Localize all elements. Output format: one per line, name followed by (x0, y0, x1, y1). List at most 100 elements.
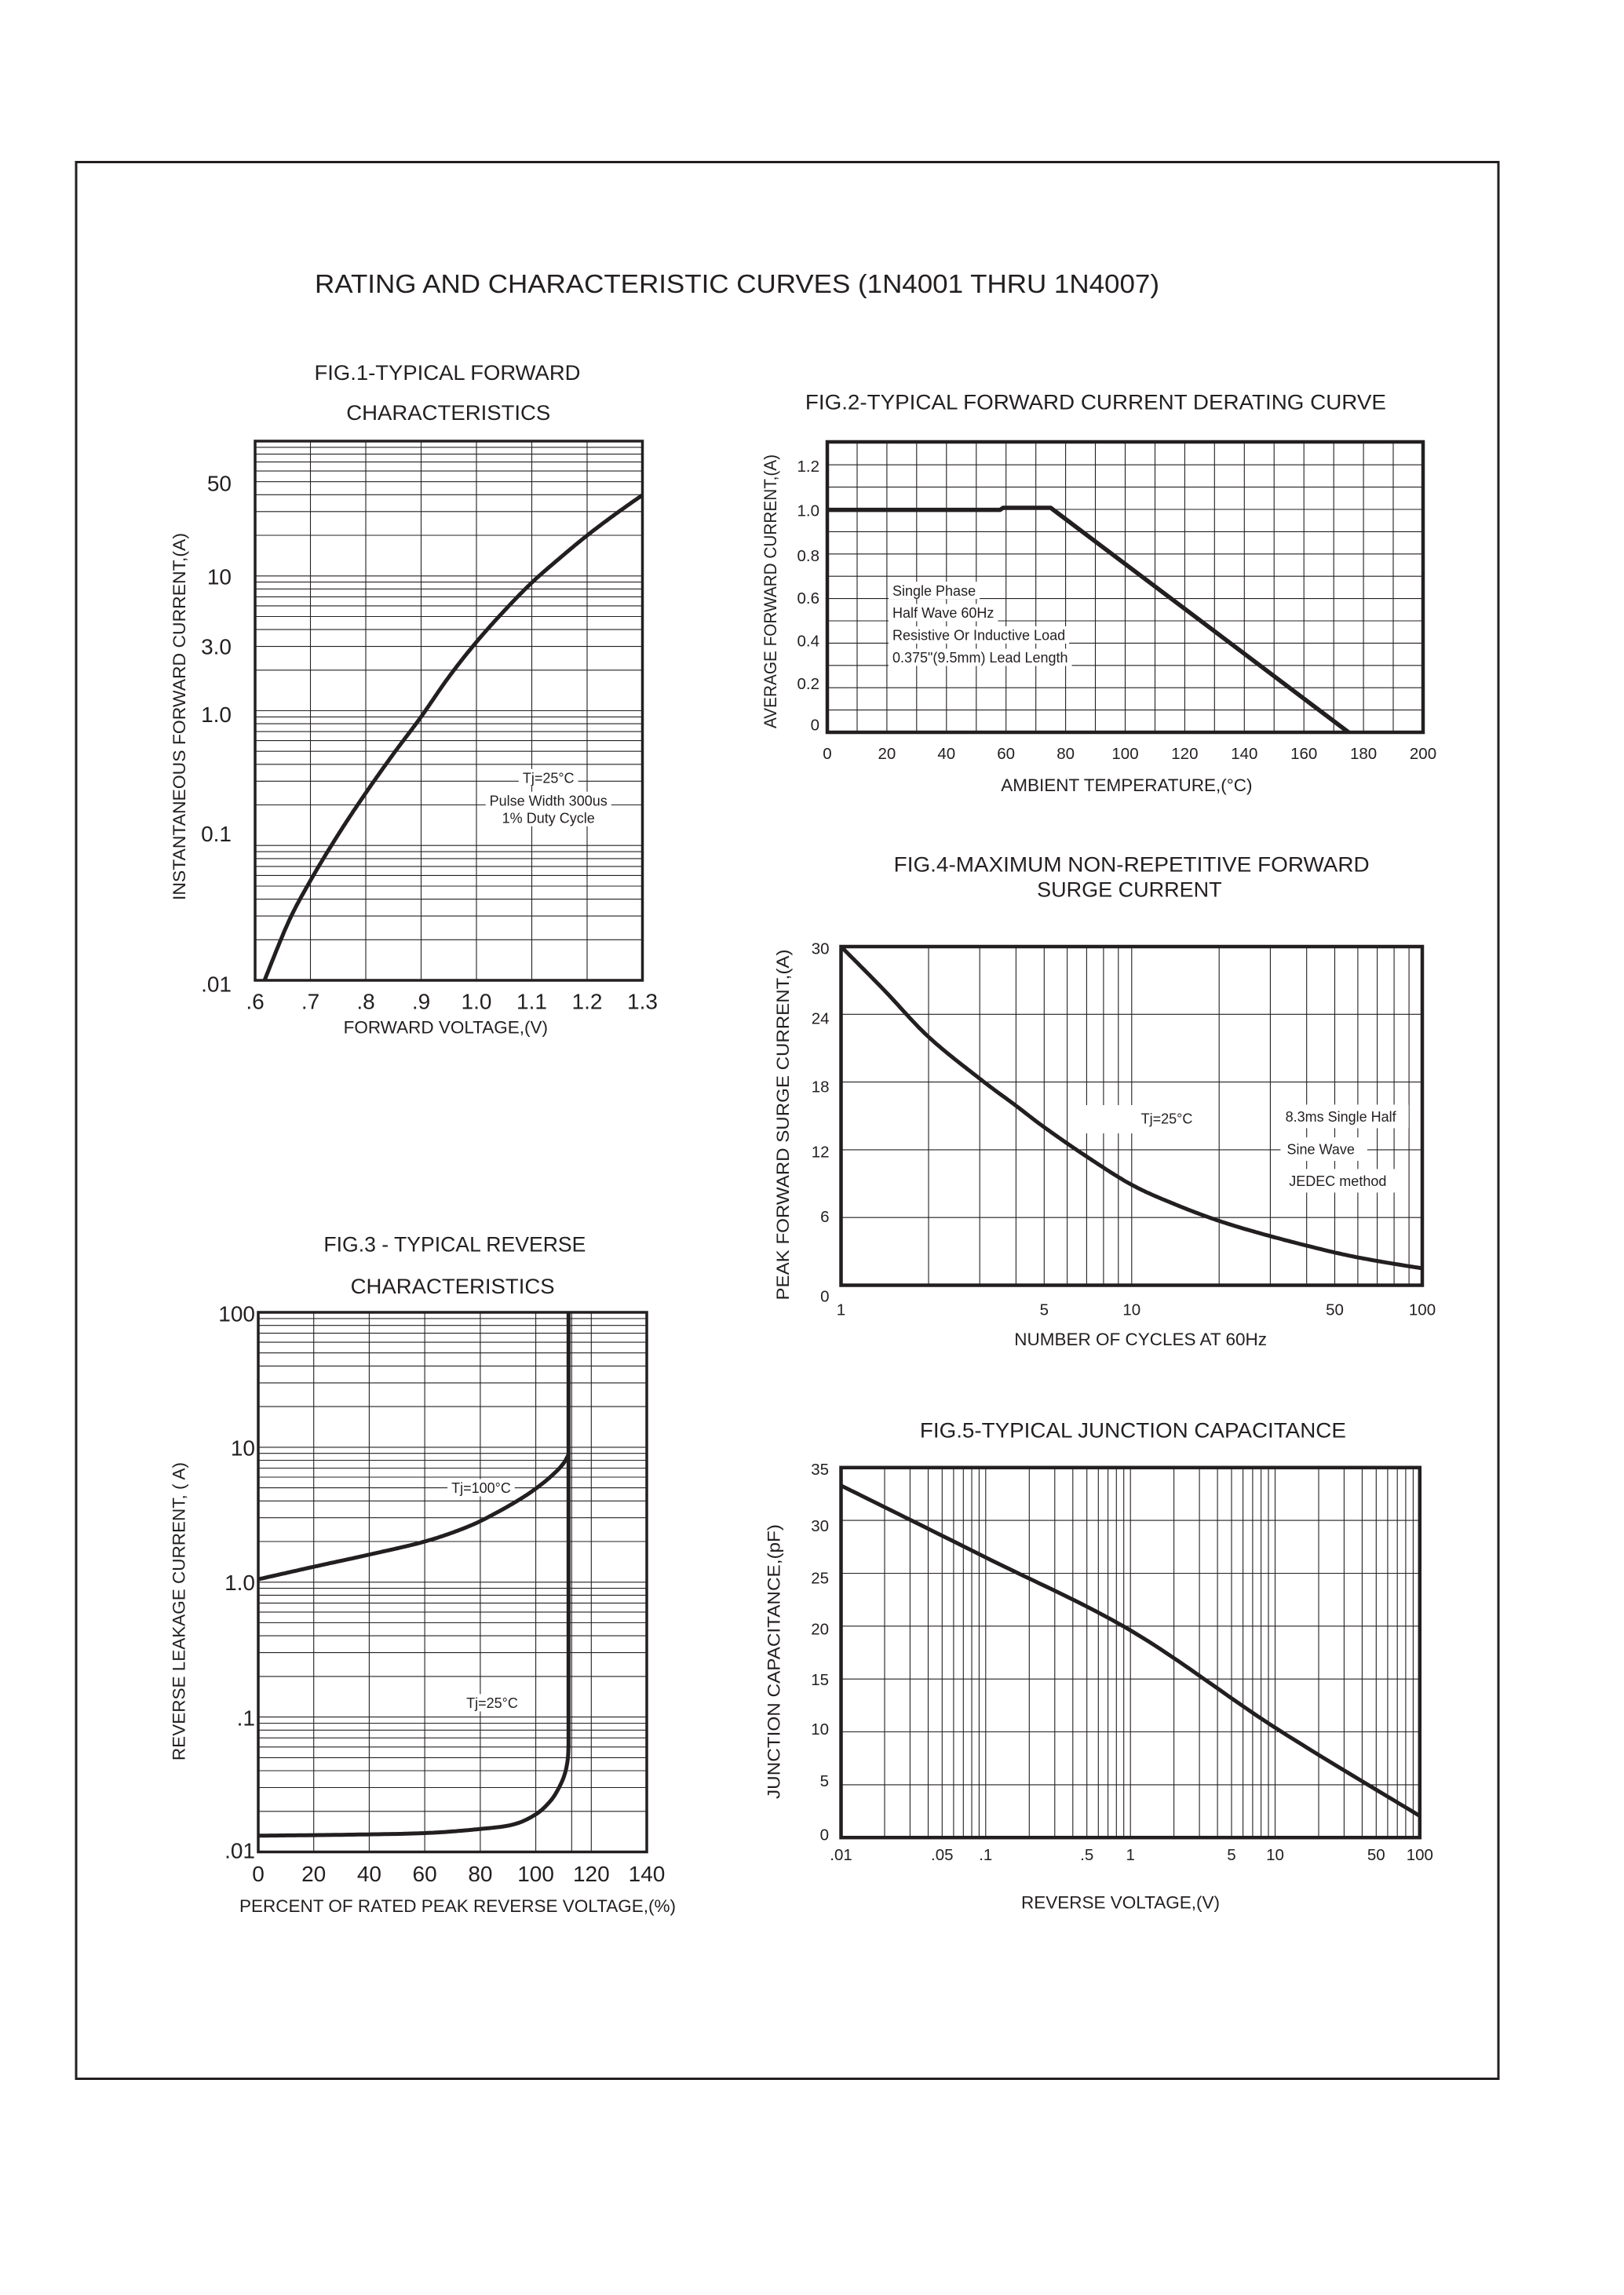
svg-text:Tj=25°C: Tj=25°C (466, 1695, 518, 1711)
svg-text:FIG.1-TYPICAL FORWARD: FIG.1-TYPICAL FORWARD (315, 361, 581, 385)
svg-text:CHARACTERISTICS: CHARACTERISTICS (346, 401, 550, 425)
svg-text:.01: .01 (224, 1838, 255, 1863)
svg-text:30: 30 (812, 940, 830, 958)
svg-text:40: 40 (357, 1862, 381, 1886)
svg-text:0.6: 0.6 (797, 589, 820, 608)
svg-text:0.2: 0.2 (797, 675, 820, 693)
svg-text:140: 140 (1231, 745, 1257, 763)
svg-text:120: 120 (573, 1862, 610, 1886)
svg-text:200: 200 (1410, 745, 1436, 763)
svg-text:1.2: 1.2 (797, 458, 820, 476)
svg-text:FIG.5-TYPICAL JUNCTION CAPACIT: FIG.5-TYPICAL JUNCTION CAPACITANCE (920, 1418, 1346, 1442)
svg-text:INSTANTANEOUS FORWARD CURRENT,: INSTANTANEOUS FORWARD CURRENT,(A) (170, 533, 189, 900)
svg-text:SURGE CURRENT: SURGE CURRENT (1037, 878, 1222, 901)
svg-text:5: 5 (820, 1772, 829, 1790)
svg-text:AVERAGE FORWARD CURRENT,(A): AVERAGE FORWARD CURRENT,(A) (761, 454, 780, 728)
svg-text:6: 6 (820, 1208, 829, 1226)
svg-text:15: 15 (811, 1671, 829, 1689)
svg-text:0: 0 (823, 745, 831, 763)
svg-text:Resistive Or Inductive Load: Resistive Or Inductive Load (892, 628, 1065, 644)
svg-text:1.0: 1.0 (224, 1571, 255, 1595)
svg-text:20: 20 (878, 745, 896, 763)
svg-text:1.2: 1.2 (572, 990, 603, 1014)
svg-text:50: 50 (207, 472, 232, 496)
svg-text:REVERSE LEAKAGE CURRENT, ( A): REVERSE LEAKAGE CURRENT, ( A) (170, 1462, 189, 1760)
svg-text:.05: .05 (931, 1846, 954, 1864)
svg-text:.9: .9 (412, 990, 430, 1014)
svg-text:FIG.3 - TYPICAL REVERSE: FIG.3 - TYPICAL REVERSE (323, 1232, 586, 1256)
svg-text:5: 5 (1227, 1846, 1235, 1864)
svg-text:100: 100 (1407, 1846, 1433, 1864)
svg-text:60: 60 (413, 1862, 437, 1886)
svg-text:1: 1 (1126, 1846, 1134, 1864)
svg-text:100: 100 (1111, 745, 1138, 763)
svg-text:0.1: 0.1 (201, 822, 232, 846)
svg-text:40: 40 (937, 745, 955, 763)
svg-text:180: 180 (1350, 745, 1377, 763)
svg-text:PEAK FORWARD SURGE CURRENT,(A): PEAK FORWARD SURGE CURRENT,(A) (773, 950, 793, 1301)
svg-text:PERCENT OF RATED PEAK REVERSE: PERCENT OF RATED PEAK REVERSE VOLTAGE,(%… (239, 1896, 676, 1916)
svg-text:NUMBER OF CYCLES AT 60Hz: NUMBER OF CYCLES AT 60Hz (1014, 1330, 1267, 1349)
svg-text:JEDEC method: JEDEC method (1289, 1173, 1386, 1189)
svg-text:24: 24 (812, 1009, 830, 1027)
svg-text:Tj=25°C: Tj=25°C (523, 770, 575, 786)
svg-text:Pulse Width 300us: Pulse Width 300us (490, 793, 608, 808)
svg-text:.7: .7 (301, 990, 319, 1014)
svg-text:.1: .1 (979, 1846, 992, 1864)
svg-text:160: 160 (1290, 745, 1317, 763)
svg-text:1.0: 1.0 (201, 702, 232, 727)
svg-text:AMBIENT TEMPERATURE,(°C): AMBIENT TEMPERATURE,(°C) (1001, 775, 1252, 795)
svg-text:100: 100 (517, 1862, 554, 1886)
svg-text:1.1: 1.1 (516, 990, 547, 1014)
svg-text:0.375"(9.5mm) Lead Length: 0.375"(9.5mm) Lead Length (892, 650, 1068, 666)
svg-text:FIG.4-MAXIMUM NON-REPETITIVE F: FIG.4-MAXIMUM NON-REPETITIVE FORWARD (894, 853, 1370, 877)
svg-text:Single Phase: Single Phase (892, 583, 976, 599)
svg-text:20: 20 (811, 1621, 829, 1639)
svg-text:3.0: 3.0 (201, 635, 232, 659)
svg-text:12: 12 (812, 1144, 830, 1162)
svg-text:REVERSE VOLTAGE,(V): REVERSE VOLTAGE,(V) (1021, 1893, 1220, 1913)
svg-text:60: 60 (997, 745, 1015, 763)
svg-text:0.4: 0.4 (797, 632, 820, 650)
svg-text:0: 0 (252, 1862, 265, 1886)
svg-text:.6: .6 (246, 990, 264, 1014)
svg-text:80: 80 (1057, 745, 1075, 763)
svg-text:50: 50 (1367, 1846, 1385, 1864)
svg-text:FORWARD VOLTAGE,(V): FORWARD VOLTAGE,(V) (344, 1017, 548, 1037)
svg-text:Tj=100°C: Tj=100°C (451, 1480, 511, 1496)
svg-text:0: 0 (820, 1288, 829, 1306)
svg-text:0: 0 (820, 1826, 829, 1844)
svg-text:20: 20 (301, 1862, 326, 1886)
svg-text:RATING AND CHARACTERISTIC CURV: RATING AND CHARACTERISTIC CURVES (1N4001… (315, 270, 1159, 299)
svg-text:1: 1 (837, 1301, 845, 1319)
svg-text:1.0: 1.0 (797, 502, 820, 520)
svg-text:.8: .8 (356, 990, 374, 1014)
svg-text:0.8: 0.8 (797, 547, 820, 565)
svg-text:10: 10 (1122, 1301, 1140, 1319)
svg-text:0: 0 (811, 717, 819, 735)
svg-text:100: 100 (1409, 1301, 1436, 1319)
svg-text:140: 140 (629, 1862, 666, 1886)
svg-text:.5: .5 (1080, 1846, 1093, 1864)
svg-text:JUNCTION CAPACITANCE,(pF): JUNCTION CAPACITANCE,(pF) (765, 1524, 784, 1799)
svg-text:25: 25 (811, 1569, 829, 1587)
svg-text:Tj=25°C: Tj=25°C (1141, 1111, 1193, 1126)
svg-text:1.3: 1.3 (627, 990, 658, 1014)
svg-text:FIG.2-TYPICAL FORWARD CURRENT: FIG.2-TYPICAL FORWARD CURRENT DERATING C… (805, 390, 1386, 414)
svg-text:100: 100 (218, 1302, 255, 1326)
svg-text:10: 10 (231, 1436, 255, 1460)
svg-text:Half Wave 60Hz: Half Wave 60Hz (892, 605, 994, 621)
svg-text:.01: .01 (830, 1846, 852, 1864)
svg-text:Sine Wave: Sine Wave (1287, 1142, 1355, 1158)
svg-text:50: 50 (1326, 1301, 1344, 1319)
svg-text:5: 5 (1040, 1301, 1049, 1319)
svg-text:35: 35 (811, 1461, 829, 1479)
svg-text:10: 10 (207, 564, 232, 589)
svg-text:8.3ms Single Half: 8.3ms Single Half (1286, 1109, 1397, 1125)
svg-text:30: 30 (811, 1517, 829, 1535)
svg-text:1% Duty Cycle: 1% Duty Cycle (502, 810, 595, 826)
svg-text:.01: .01 (201, 972, 232, 997)
svg-text:CHARACTERISTICS: CHARACTERISTICS (351, 1275, 555, 1298)
svg-text:80: 80 (468, 1862, 492, 1886)
svg-text:10: 10 (1266, 1846, 1284, 1864)
